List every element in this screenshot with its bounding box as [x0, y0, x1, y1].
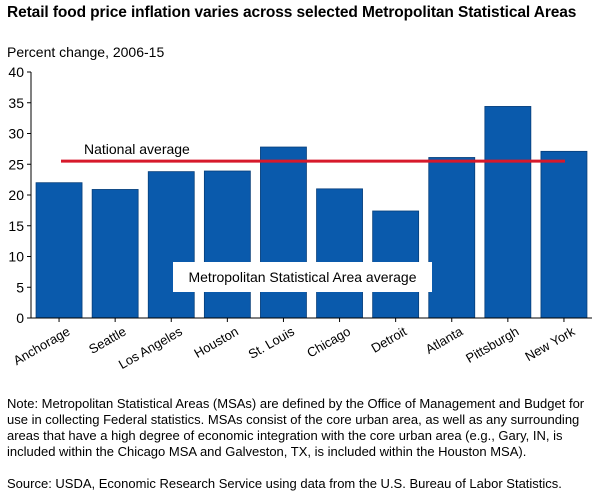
y-tick-label: 30 — [8, 126, 24, 142]
bar-chicago — [316, 188, 363, 319]
bar-pittsburgh — [484, 106, 532, 319]
chart-note: Note: Metropolitan Statistical Areas (MS… — [7, 396, 585, 459]
x-tick-label: Atlanta — [423, 323, 466, 357]
annotation-label: Metropolitan Statistical Area average — [188, 269, 416, 285]
bar-new-york — [540, 150, 588, 319]
x-tick-label: Pittsburgh — [463, 324, 521, 366]
y-tick-label: 25 — [8, 156, 24, 172]
bar-los-angeles — [147, 171, 195, 319]
bar-houston — [203, 170, 251, 319]
x-tick-label: New York — [522, 323, 577, 364]
y-tick-label: 20 — [8, 187, 24, 203]
y-tick-label: 0 — [16, 310, 24, 326]
y-tick-label: 10 — [8, 249, 24, 265]
x-tick-label: Detroit — [368, 323, 409, 355]
y-tick-label: 15 — [8, 218, 24, 234]
y-tick-label: 35 — [8, 95, 24, 111]
y-tick-label: 40 — [8, 64, 24, 80]
chart-title: Retail food price inflation varies acros… — [7, 4, 577, 21]
x-tick-label: Los Angeles — [116, 323, 185, 372]
y-axis-ticks: 0 5 10 15 20 25 30 35 40 — [8, 64, 31, 326]
x-tick-label: Houston — [191, 324, 240, 361]
national-average-label: National average — [84, 141, 190, 157]
x-tick-label: Anchorage — [11, 324, 73, 368]
bar-atlanta — [428, 157, 476, 319]
y-axis-label: Percent change, 2006-15 — [7, 44, 165, 60]
annotation-box — [173, 262, 432, 292]
bar-anchorage — [35, 182, 83, 319]
bar-seattle — [91, 189, 139, 319]
chart-source: Source: USDA, Economic Research Service … — [7, 476, 562, 491]
x-tick-label: Chicago — [304, 324, 353, 361]
y-tick-label: 5 — [16, 279, 24, 295]
x-tick-label: St. Louis — [246, 323, 298, 362]
bar-st-louis — [260, 146, 307, 319]
x-tick-label: Seattle — [86, 324, 129, 357]
